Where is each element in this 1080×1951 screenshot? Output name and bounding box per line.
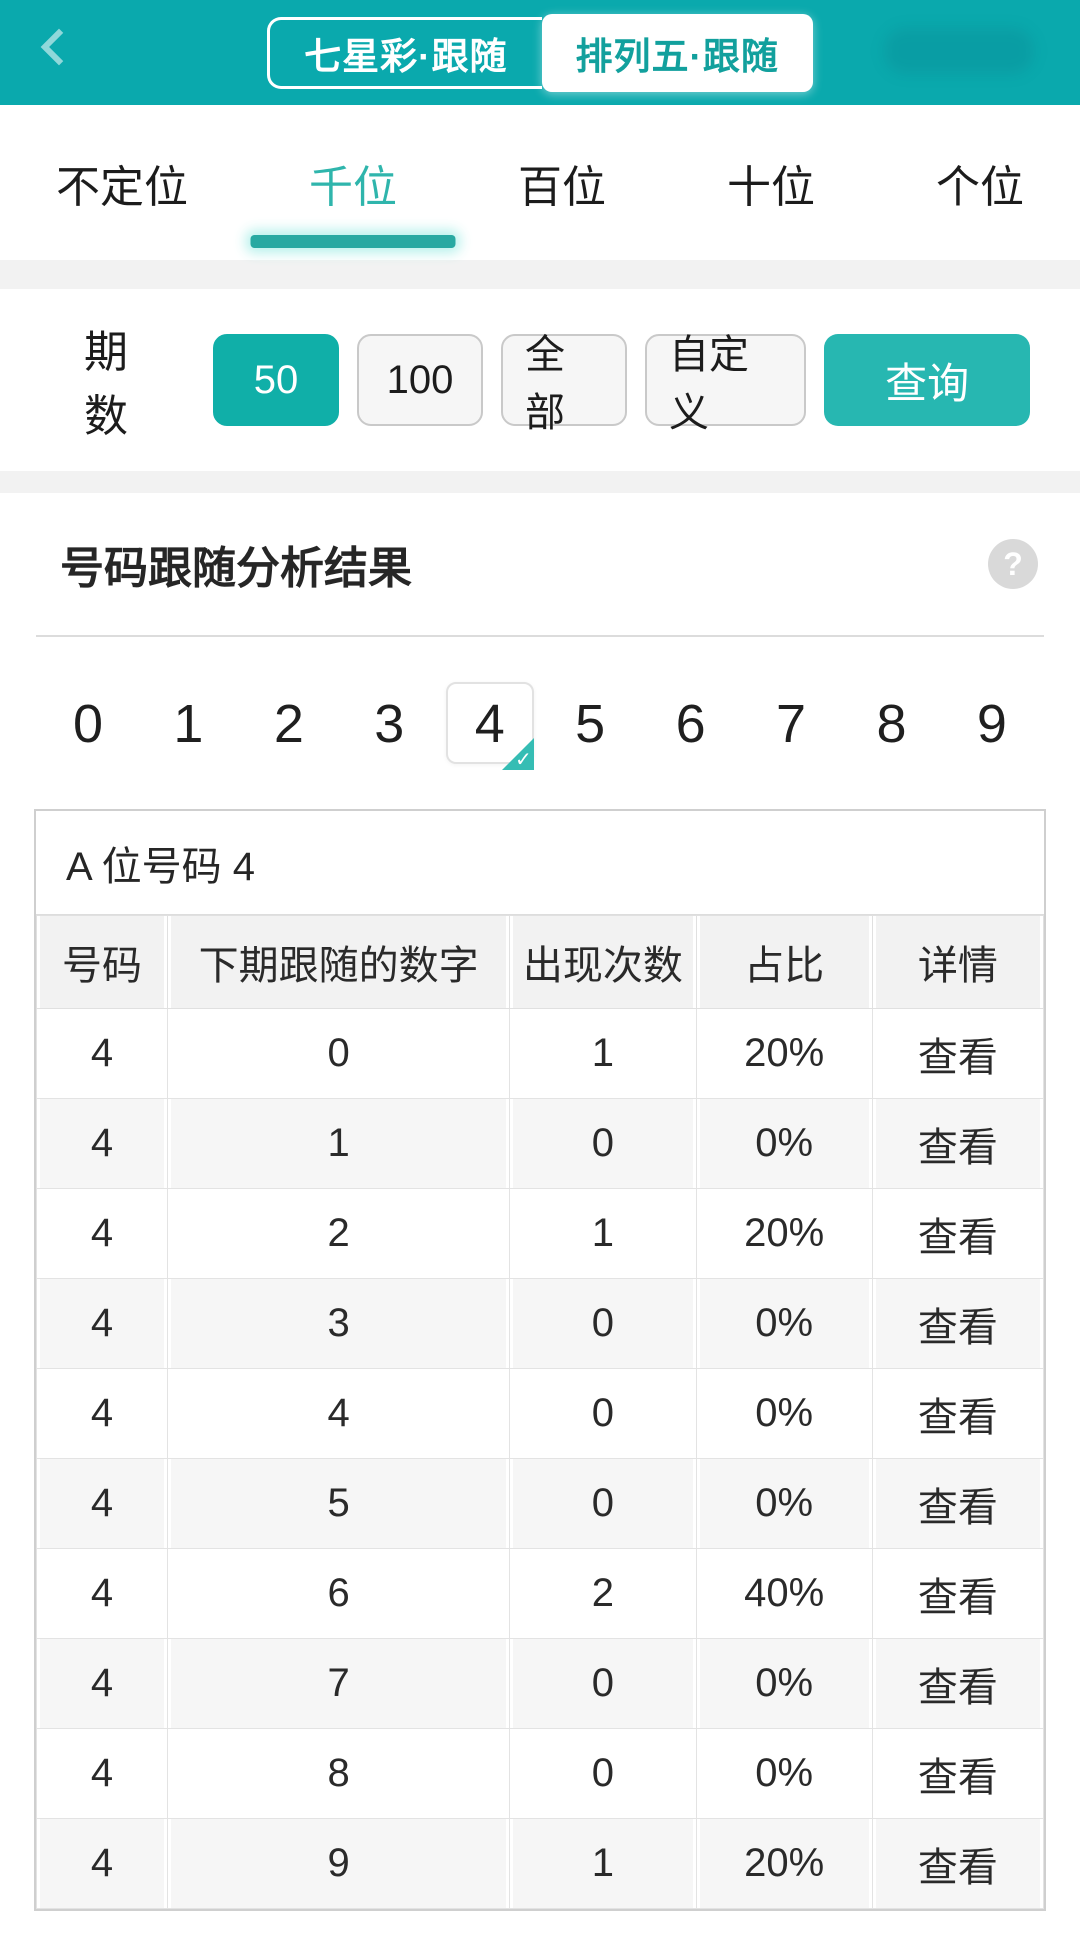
analysis-header: 号码跟随分析结果 ?	[0, 493, 1080, 635]
period-option-100[interactable]: 100	[357, 334, 484, 426]
result-table: A 位号码 4 号码 下期跟随的数字 出现次数 占比 详情 4 0 1 20% …	[34, 809, 1046, 1911]
digit-3[interactable]: 3	[374, 694, 405, 754]
tab-qianwei[interactable]: 千位	[299, 105, 407, 260]
divider-line	[36, 635, 1044, 637]
table-row: 4 1 0 0% 查看	[36, 1098, 1045, 1189]
table-row: 4 4 0 0% 查看	[36, 1368, 1045, 1459]
digit-1[interactable]: 1	[173, 694, 204, 754]
app-header: 七星彩·跟随 排列五·跟随	[0, 0, 1080, 105]
digit-9[interactable]: 9	[976, 694, 1007, 754]
table-row: 4 3 0 0% 查看	[36, 1278, 1045, 1369]
digit-2[interactable]: 2	[273, 694, 304, 754]
col-follow-digit: 下期跟随的数字	[166, 915, 511, 1009]
period-option-all[interactable]: 全部	[501, 333, 628, 435]
position-tabs: 不定位 千位 百位 十位 个位	[0, 105, 1080, 260]
tab-gewei[interactable]: 个位	[936, 162, 1024, 212]
view-detail-link[interactable]: 查看	[871, 1728, 1045, 1819]
view-detail-link[interactable]: 查看	[871, 1098, 1045, 1189]
view-detail-link[interactable]: 查看	[871, 1458, 1045, 1549]
tab-pailiewu[interactable]: 排列五·跟随	[541, 13, 813, 92]
digit-5[interactable]: 5	[575, 694, 606, 754]
lottery-type-switch: 七星彩·跟随 排列五·跟随	[267, 13, 813, 92]
selected-corner-triangle	[501, 738, 534, 770]
section-divider	[0, 471, 1080, 493]
help-icon[interactable]: ?	[988, 539, 1038, 589]
analysis-title: 号码跟随分析结果	[60, 544, 412, 593]
view-detail-link[interactable]: 查看	[871, 1188, 1045, 1279]
tab-baiwei[interactable]: 百位	[518, 162, 606, 212]
digit-selector: 0 1 2 3 4 ✓ 5 6 7 8 9	[0, 637, 1080, 809]
col-detail: 详情	[871, 915, 1045, 1009]
header-blur-artifact	[884, 28, 1034, 74]
table-row: 4 9 1 20% 查看	[36, 1818, 1045, 1909]
period-option-50[interactable]: 50	[213, 334, 340, 426]
view-detail-link[interactable]: 查看	[871, 1008, 1045, 1099]
table-row: 4 6 2 40% 查看	[36, 1548, 1045, 1639]
back-icon[interactable]	[40, 28, 78, 66]
table-row: 4 7 0 0% 查看	[36, 1638, 1045, 1729]
tab-shiwei[interactable]: 十位	[727, 162, 815, 212]
query-button[interactable]: 查询	[824, 334, 1030, 426]
check-icon: ✓	[514, 749, 532, 771]
view-detail-link[interactable]: 查看	[871, 1278, 1045, 1369]
col-ratio: 占比	[695, 915, 873, 1009]
digit-4-selected[interactable]: 4 ✓	[445, 682, 534, 770]
view-detail-link[interactable]: 查看	[871, 1548, 1045, 1639]
table-header-row: 号码 下期跟随的数字 出现次数 占比 详情	[36, 915, 1045, 1009]
period-filter-row: 期数 50 100 全部 自定义 查询	[0, 289, 1080, 471]
table-row: 4 2 1 20% 查看	[36, 1188, 1045, 1279]
digit-7[interactable]: 7	[776, 694, 807, 754]
section-divider	[0, 260, 1080, 289]
view-detail-link[interactable]: 查看	[871, 1638, 1045, 1729]
view-detail-link[interactable]: 查看	[871, 1818, 1045, 1909]
digit-0[interactable]: 0	[72, 694, 104, 754]
tab-qixingcai[interactable]: 七星彩·跟随	[267, 16, 542, 89]
table-row: 4 5 0 0% 查看	[36, 1458, 1045, 1549]
period-label: 期数	[84, 328, 128, 441]
col-number: 号码	[36, 915, 168, 1009]
tab-budingwei[interactable]: 不定位	[56, 162, 188, 212]
period-option-custom[interactable]: 自定义	[645, 333, 807, 435]
table-caption: A 位号码 4	[36, 811, 1044, 915]
col-occurrences: 出现次数	[509, 915, 697, 1009]
table-row: 4 8 0 0% 查看	[36, 1728, 1045, 1819]
digit-8[interactable]: 8	[876, 694, 907, 754]
analysis-section: 号码跟随分析结果 ? 0 1 2 3 4 ✓ 5 6 7 8 9	[0, 493, 1080, 809]
digit-6[interactable]: 6	[675, 694, 706, 754]
table-row: 4 0 1 20% 查看	[36, 1008, 1045, 1099]
view-detail-link[interactable]: 查看	[871, 1368, 1045, 1459]
